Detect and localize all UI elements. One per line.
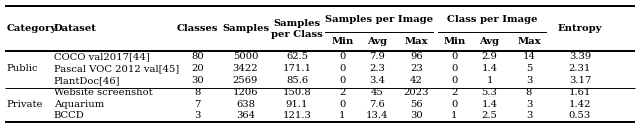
Text: 23: 23: [410, 64, 422, 73]
Text: 3.39: 3.39: [569, 52, 591, 61]
Text: 2: 2: [451, 88, 458, 97]
Text: 2.3: 2.3: [369, 64, 385, 73]
Text: 3: 3: [526, 112, 532, 121]
Text: BCCD: BCCD: [54, 112, 84, 121]
Text: 150.8: 150.8: [283, 88, 312, 97]
Text: 2.5: 2.5: [481, 112, 497, 121]
Text: 2.9: 2.9: [481, 52, 497, 61]
Text: 1: 1: [339, 112, 346, 121]
Text: 2023: 2023: [403, 88, 429, 97]
Text: 0.53: 0.53: [569, 112, 591, 121]
Text: Samples: Samples: [222, 24, 269, 33]
Text: 1: 1: [451, 112, 458, 121]
Text: 85.6: 85.6: [286, 76, 308, 85]
Text: Website screenshot: Website screenshot: [54, 88, 152, 97]
Text: 45: 45: [371, 88, 384, 97]
Text: 2569: 2569: [233, 76, 258, 85]
Text: 0: 0: [339, 100, 346, 109]
Text: Max: Max: [404, 37, 428, 46]
Text: 1.42: 1.42: [569, 100, 591, 109]
Text: 80: 80: [191, 52, 204, 61]
Text: 7: 7: [195, 100, 201, 109]
Text: Max: Max: [517, 37, 541, 46]
Text: 7.6: 7.6: [369, 100, 385, 109]
Text: Category: Category: [6, 24, 56, 33]
Text: Classes: Classes: [177, 24, 218, 33]
Text: Entropy: Entropy: [558, 24, 602, 33]
Text: PlantDoc[46]: PlantDoc[46]: [54, 76, 120, 85]
Text: Min: Min: [444, 37, 465, 46]
Text: 3422: 3422: [232, 64, 259, 73]
Text: Class per Image: Class per Image: [447, 15, 538, 24]
Text: 7.9: 7.9: [369, 52, 385, 61]
Text: 5: 5: [526, 64, 532, 73]
Text: Samples
per Class: Samples per Class: [271, 19, 323, 39]
Text: 42: 42: [410, 76, 422, 85]
Text: Aquarium: Aquarium: [54, 100, 104, 109]
Text: 3: 3: [526, 76, 532, 85]
Text: 1.4: 1.4: [481, 64, 497, 73]
Text: 1: 1: [486, 76, 493, 85]
Text: 0: 0: [339, 76, 346, 85]
Text: Public: Public: [6, 64, 38, 73]
Text: 3.4: 3.4: [369, 76, 385, 85]
Text: 91.1: 91.1: [286, 100, 308, 109]
Text: 3: 3: [526, 100, 532, 109]
Text: 56: 56: [410, 100, 422, 109]
Text: 62.5: 62.5: [286, 52, 308, 61]
Text: 1.4: 1.4: [481, 100, 497, 109]
Text: 1206: 1206: [233, 88, 258, 97]
Text: Avg: Avg: [479, 37, 500, 46]
Text: 3: 3: [195, 112, 201, 121]
Text: 96: 96: [410, 52, 422, 61]
Text: 20: 20: [191, 64, 204, 73]
Text: Samples per Image: Samples per Image: [325, 15, 433, 24]
Text: Private: Private: [6, 100, 43, 109]
Text: 121.3: 121.3: [283, 112, 312, 121]
Text: 0: 0: [339, 64, 346, 73]
Text: 0: 0: [451, 64, 458, 73]
Text: 14: 14: [522, 52, 536, 61]
Text: 0: 0: [339, 52, 346, 61]
Text: 13.4: 13.4: [366, 112, 388, 121]
Text: 0: 0: [451, 52, 458, 61]
Text: 3.17: 3.17: [569, 76, 591, 85]
Text: 638: 638: [236, 100, 255, 109]
Text: 0: 0: [451, 100, 458, 109]
Text: 30: 30: [410, 112, 422, 121]
Text: Dataset: Dataset: [54, 24, 97, 33]
Text: 2.31: 2.31: [569, 64, 591, 73]
Text: Min: Min: [331, 37, 353, 46]
Text: 8: 8: [526, 88, 532, 97]
Text: 0: 0: [451, 76, 458, 85]
Text: 364: 364: [236, 112, 255, 121]
Text: 5.3: 5.3: [481, 88, 497, 97]
Text: 1.61: 1.61: [569, 88, 591, 97]
Text: 171.1: 171.1: [283, 64, 312, 73]
Text: Avg: Avg: [367, 37, 387, 46]
Text: COCO val2017[44]: COCO val2017[44]: [54, 52, 149, 61]
Text: 2: 2: [339, 88, 346, 97]
Text: 30: 30: [191, 76, 204, 85]
Text: Pascal VOC 2012 val[45]: Pascal VOC 2012 val[45]: [54, 64, 179, 73]
Text: 8: 8: [195, 88, 201, 97]
Text: 5000: 5000: [233, 52, 258, 61]
